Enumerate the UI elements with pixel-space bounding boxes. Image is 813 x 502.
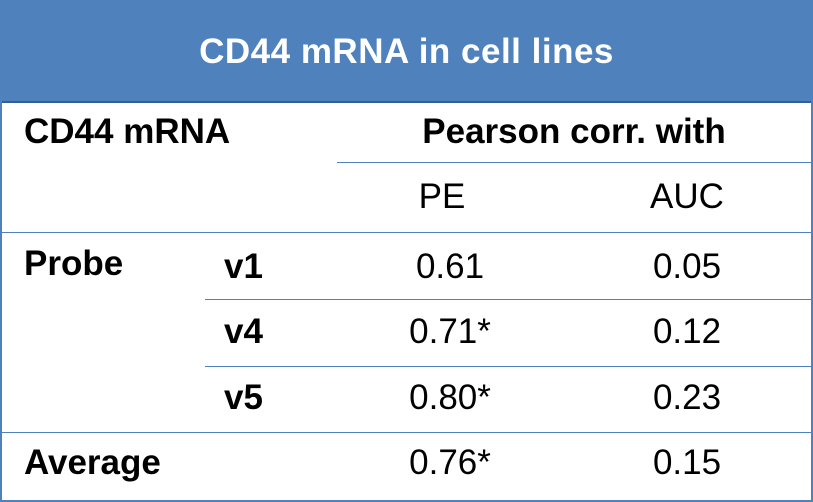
row-rule: [205, 366, 811, 367]
row-header-label: CD44 mRNA: [24, 112, 231, 151]
average-label: Average: [24, 443, 161, 482]
pearson-header: Pearson corr. with: [422, 112, 726, 151]
table-title-bar: CD44 mRNA in cell lines: [2, 2, 811, 103]
row-rule: [205, 299, 811, 300]
average-pe-value: 0.76*: [409, 443, 491, 482]
average-rule: [2, 432, 811, 433]
auc-value: 0.23: [652, 378, 722, 417]
auc-value: 0.12: [652, 312, 722, 351]
column-header-auc: AUC: [650, 177, 724, 216]
pe-value: 0.61: [415, 247, 485, 286]
group-label-probe: Probe: [24, 244, 124, 283]
probe-label: v5: [224, 378, 263, 417]
pe-value: 0.80*: [409, 378, 491, 417]
pe-value: 0.71*: [409, 312, 491, 351]
auc-value: 0.05: [652, 247, 722, 286]
probe-label: v4: [224, 312, 263, 351]
header-subrule: [337, 162, 811, 163]
table-title: CD44 mRNA in cell lines: [199, 31, 614, 71]
average-auc-value: 0.15: [652, 443, 722, 482]
probe-label: v1: [224, 247, 263, 286]
header-rule: [2, 232, 811, 233]
column-header-pe: PE: [418, 177, 466, 216]
